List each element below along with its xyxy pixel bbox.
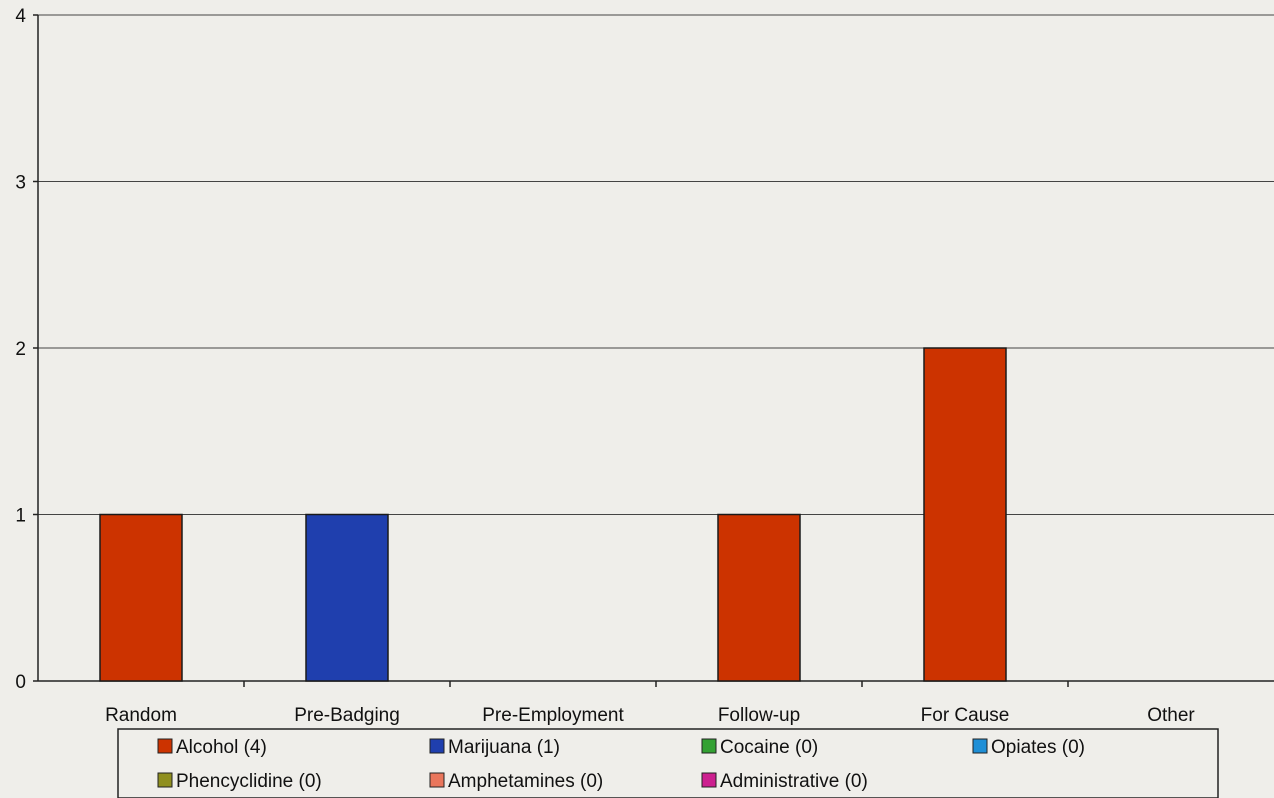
legend-swatch xyxy=(701,772,717,788)
legend-swatch xyxy=(429,738,445,754)
y-tick-labels: 0 1 2 3 4 xyxy=(15,6,26,693)
legend: Alcohol (4) Marijuana (1) Cocaine (0) Opiat… xyxy=(117,728,1219,798)
legend-label: Marijuana (1) xyxy=(448,737,560,758)
bar xyxy=(305,513,389,682)
y-tick-label: 3 xyxy=(15,173,26,194)
category-label: Follow-up xyxy=(718,705,800,726)
legend-box xyxy=(117,728,1219,798)
legend-swatch xyxy=(972,738,988,754)
y-tick-label: 0 xyxy=(15,672,26,693)
legend-swatch xyxy=(157,738,173,754)
legend-swatch xyxy=(429,772,445,788)
legend-label: Phencyclidine (0) xyxy=(176,771,322,792)
bar xyxy=(99,513,183,682)
y-tick-label: 2 xyxy=(15,339,26,360)
bars xyxy=(99,347,1007,682)
legend-swatch xyxy=(157,772,173,788)
y-tick-label: 1 xyxy=(15,506,26,527)
legend-swatch xyxy=(701,738,717,754)
gridlines xyxy=(38,14,1274,515)
category-label: Pre-Badging xyxy=(294,705,400,726)
category-label: Random xyxy=(105,705,177,726)
category-label: Pre-Employment xyxy=(482,705,624,726)
y-tick-label: 4 xyxy=(15,6,26,27)
category-label: Other xyxy=(1147,705,1195,726)
legend-label: Cocaine (0) xyxy=(720,737,818,758)
category-labels: Random Pre-Badging Pre-Employment Follow-up… xyxy=(105,705,1195,726)
category-label: For Cause xyxy=(921,705,1010,726)
bar xyxy=(717,513,801,682)
legend-label: Opiates (0) xyxy=(991,737,1085,758)
bar xyxy=(923,347,1007,682)
legend-label: Amphetamines (0) xyxy=(448,771,603,792)
legend-label: Alcohol (4) xyxy=(176,737,267,758)
axes xyxy=(33,14,1274,687)
legend-label: Administrative (0) xyxy=(720,771,868,792)
